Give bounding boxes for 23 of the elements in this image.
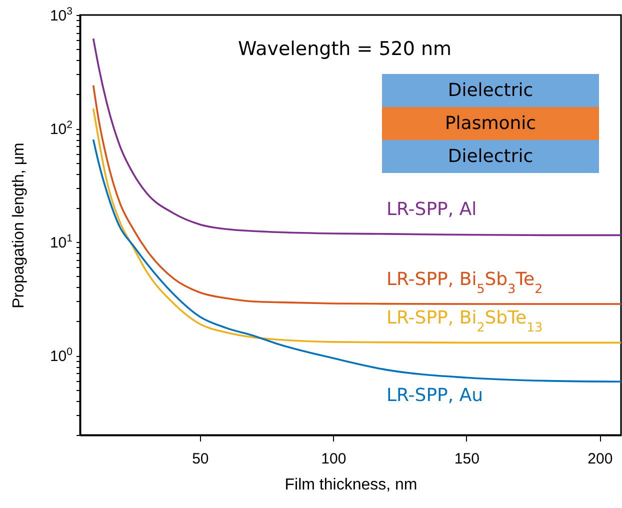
- y-tick-label: 10$^{0}$: [50, 346, 73, 366]
- annotation: Dielectric: [382, 74, 599, 107]
- y-tick-label: 10$^{1}$: [50, 232, 73, 252]
- x-tick-label: 50: [192, 450, 209, 468]
- x-tick-label: 100: [321, 450, 346, 468]
- y-tick-label: 10$^{3}$: [50, 6, 73, 24]
- line-series: [92, 138, 622, 383]
- series-label: LR-SPP, Au: [386, 384, 484, 406]
- annotation: Dielectric: [382, 140, 599, 173]
- line-series: [92, 84, 622, 305]
- x-tick-label: 150: [454, 450, 480, 468]
- x-axis-title: Film thickness, nm: [284, 476, 418, 494]
- series-label: LR-SPP, Bi$_{5}$Sb$_{3}$Te$_{2}$: [386, 268, 543, 296]
- y-axis-title: Propagation length, μm: [10, 142, 28, 308]
- annotation: Wavelength = 520 nm: [238, 38, 452, 60]
- line-series: [92, 108, 622, 344]
- series-label: LR-SPP, Bi$_{2}$SbTe$_{13}$: [386, 307, 543, 334]
- y-tick-label: 10$^{2}$: [50, 119, 73, 138]
- layer-stack-diagram: Dielectric Plasmonic Dielectric: [382, 74, 599, 173]
- annotation: Plasmonic: [382, 107, 599, 140]
- x-tick-label: 200: [588, 450, 613, 468]
- line-series: [92, 38, 622, 236]
- series-label: LR-SPP, Al: [386, 198, 477, 220]
